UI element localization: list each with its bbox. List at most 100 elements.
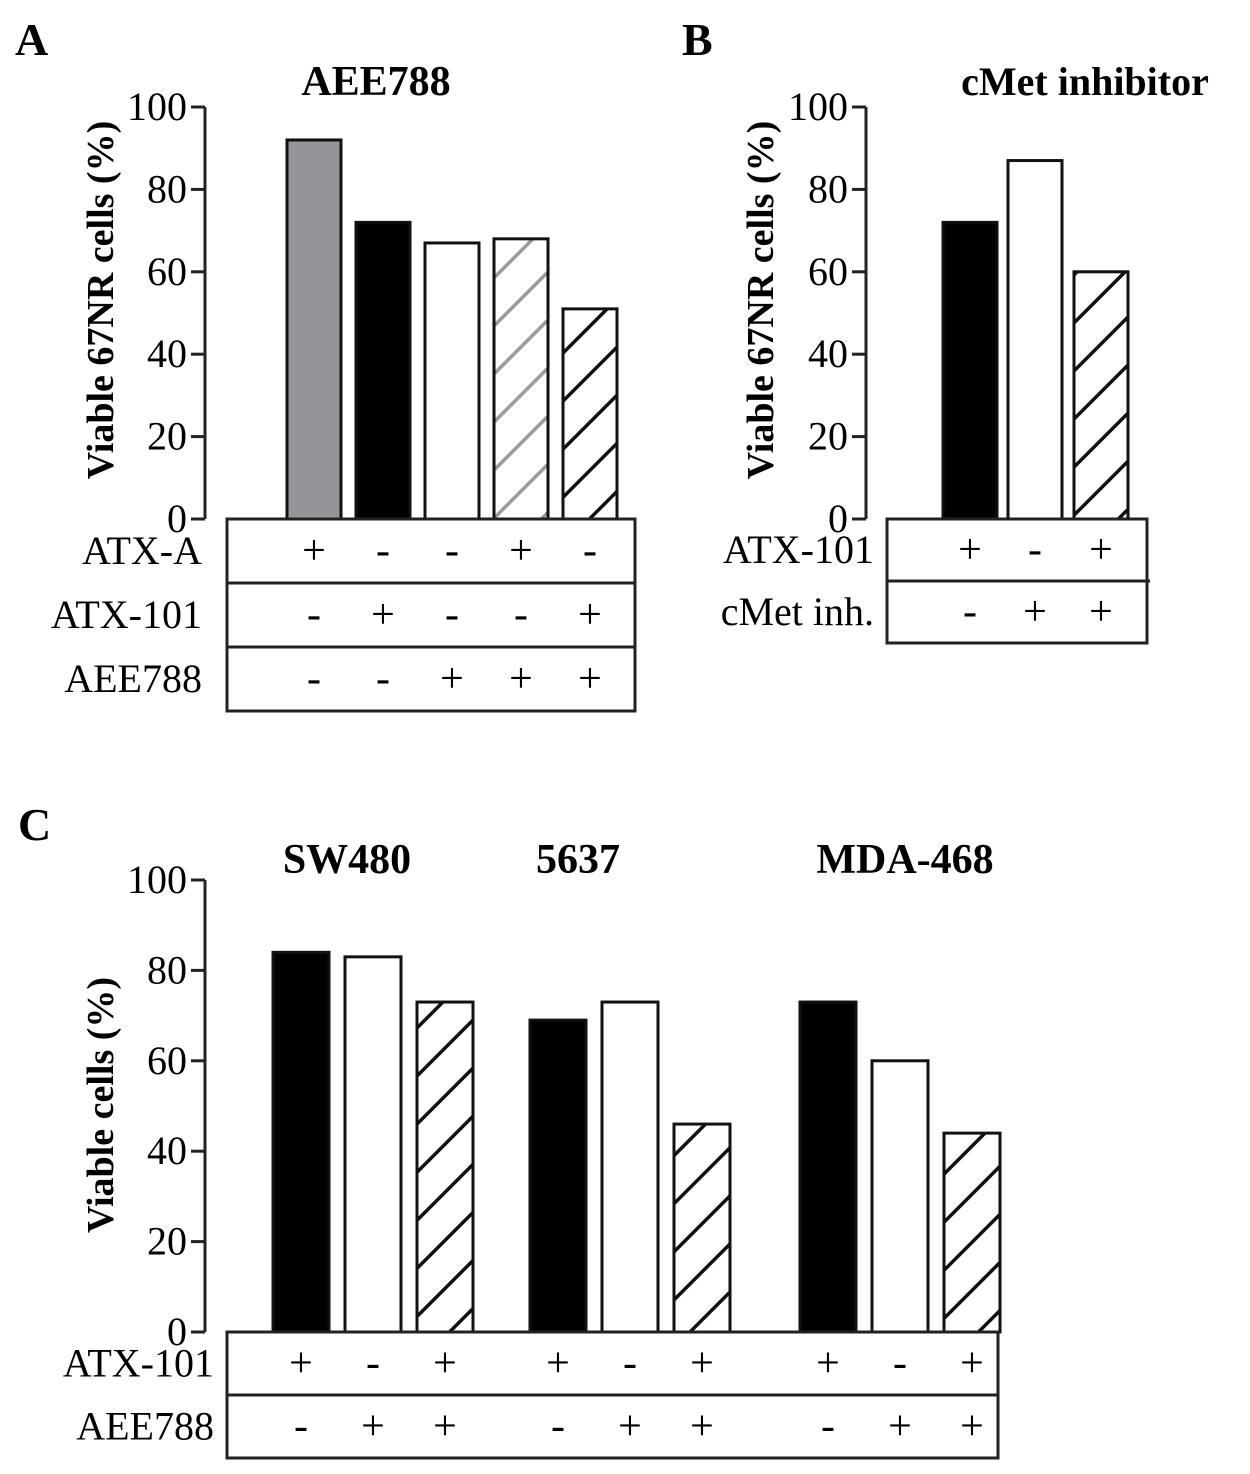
panel-a-condition-mark: -: [445, 528, 459, 574]
panel-c-group-title-2: 5637: [536, 837, 620, 883]
panel-a-condition-mark: +: [578, 592, 602, 638]
panel-a-condition-mark: +: [509, 528, 533, 574]
panel-b-y-tick-label: 100: [788, 84, 848, 129]
panel-b-condition-mark: +: [1023, 589, 1047, 635]
panel-a-ylabel: Viable 67NR cells (%): [80, 121, 122, 479]
panel-c-condition-mark: +: [816, 1341, 840, 1387]
panel-a-condition-mark: -: [583, 528, 597, 574]
panel-c-group-title-3: MDA-468: [816, 837, 993, 883]
panel-a-letter: A: [15, 14, 48, 65]
panel-b-condition-label: cMet inh.: [721, 589, 874, 634]
panel-c-bar: [528, 1018, 588, 1334]
panel-a-condition-mark: -: [376, 656, 390, 702]
panel-c-bar: [271, 950, 331, 1334]
panel-c-y-tick-label: 60: [147, 1038, 187, 1083]
panel-c-condition-mark: +: [361, 1404, 385, 1450]
panel-b-y-tick-label: 40: [808, 331, 848, 376]
panel-c-y-tick-label: 40: [147, 1128, 187, 1173]
panel-a-bar: [561, 307, 619, 521]
panel-a-condition-mark: +: [440, 656, 464, 702]
panel-c-letter: C: [18, 799, 51, 850]
panel-c-bar: [798, 1000, 858, 1334]
panel-c-condition-mark: +: [289, 1341, 313, 1387]
panel-c-condition-mark: -: [821, 1404, 835, 1450]
panel-a-plot: 0 20 40 60 80 100 ATX-A + - - + - ATX-101 - + - - + AEE788…: [51, 84, 637, 713]
panel-c: C SW480 5637 MDA-468 Viable cells (%) 0 2…: [18, 799, 1002, 1460]
panel-c-bar: [343, 955, 403, 1334]
panel-c-condition-mark: +: [960, 1404, 984, 1450]
panel-a-y-tick-label: 20: [147, 414, 187, 459]
panel-a-y-tick-label: 80: [147, 166, 187, 211]
panel-b-condition-mark: -: [1028, 527, 1042, 573]
panel-c-group-title-1: SW480: [283, 837, 411, 883]
panel-b-condition-mark: +: [1089, 589, 1113, 635]
panel-a-condition-mark: -: [445, 592, 459, 638]
panel-c-condition-mark: -: [294, 1404, 308, 1450]
panel-c-bar: [600, 1000, 660, 1334]
panel-b-condition-mark: +: [958, 527, 982, 573]
panel-a-condition-label: ATX-101: [51, 592, 202, 637]
panel-a-condition-label: ATX-A: [82, 528, 202, 573]
panel-a-condition-table: [225, 517, 637, 713]
panel-c-y-tick-label: 80: [147, 947, 187, 992]
panel-c-ylabel: Viable cells (%): [80, 977, 122, 1233]
panel-a-bar: [492, 237, 550, 521]
panel-c-condition-mark: +: [690, 1341, 714, 1387]
panel-c-condition-mark: +: [888, 1404, 912, 1450]
panel-a-condition-mark: +: [578, 656, 602, 702]
panel-a-title: AEE788: [301, 59, 450, 105]
panel-a-condition-mark: +: [371, 592, 395, 638]
panel-b-bar: [941, 220, 999, 521]
panel-a-bar: [423, 241, 481, 521]
panel-c-plot: 0 20 40 60 80 100 ATX-101 + - + + - + + - + AEE788 - + + - + +…: [63, 857, 1002, 1460]
panel-c-condition-mark: +: [960, 1341, 984, 1387]
panel-a-condition-mark: -: [376, 528, 390, 574]
panel-c-y-tick-label: 100: [127, 857, 187, 902]
panel-c-bar: [870, 1059, 930, 1334]
panel-b: B cMet inhibitor Viable 67NR cells (%) 0…: [682, 14, 1209, 645]
panel-c-condition-label: AEE788: [76, 1404, 214, 1449]
panel-a-condition-mark: -: [514, 592, 528, 638]
panel-a: A AEE788 Viable 67NR cells (%) 0 20 40 60 80…: [15, 14, 637, 713]
panel-b-condition-mark: +: [1089, 527, 1113, 573]
panel-b-bar: [1006, 159, 1064, 521]
panel-c-bar: [415, 1000, 475, 1334]
panel-b-y-tick-label: 60: [808, 249, 848, 294]
panel-c-y-tick-label: 20: [147, 1219, 187, 1264]
panel-b-title: cMet inhibitor: [961, 59, 1209, 104]
panel-c-condition-mark: -: [551, 1404, 565, 1450]
panel-b-y-tick-label: 80: [808, 166, 848, 211]
panel-a-bar: [285, 138, 343, 521]
panel-a-condition-label: AEE788: [64, 656, 202, 701]
panel-c-condition-mark: -: [366, 1341, 380, 1387]
panel-b-y-tick-label: 20: [808, 414, 848, 459]
panel-a-condition-mark: +: [302, 528, 326, 574]
panel-c-condition-mark: +: [546, 1341, 570, 1387]
panel-c-condition-label: ATX-101: [63, 1341, 214, 1386]
panel-c-condition-mark: -: [623, 1341, 637, 1387]
panel-c-condition-mark: +: [690, 1404, 714, 1450]
panel-a-condition-mark: -: [307, 656, 321, 702]
panel-c-condition-mark: +: [618, 1404, 642, 1450]
panel-a-bar: [354, 220, 412, 521]
panel-b-condition-mark: -: [963, 589, 977, 635]
panel-a-condition-mark: +: [509, 656, 533, 702]
panel-b-y-tick-label: 0: [828, 496, 848, 541]
panel-c-condition-mark: +: [433, 1404, 457, 1450]
panel-a-y-tick-label: 0: [167, 496, 187, 541]
panel-b-bar: [1072, 270, 1130, 521]
panel-c-bar: [942, 1131, 1002, 1334]
panel-a-y-tick-label: 100: [127, 84, 187, 129]
panel-c-y-tick-label: 0: [167, 1309, 187, 1354]
panel-c-bar: [672, 1122, 732, 1334]
panel-c-condition-mark: +: [433, 1341, 457, 1387]
panel-b-ylabel: Viable 67NR cells (%): [740, 121, 782, 479]
panel-c-condition-mark: -: [893, 1341, 907, 1387]
panel-b-letter: B: [682, 14, 713, 65]
panel-a-condition-mark: -: [307, 592, 321, 638]
panel-a-y-tick-label: 60: [147, 249, 187, 294]
panel-a-y-tick-label: 40: [147, 331, 187, 376]
panel-b-condition-label: ATX-101: [723, 527, 874, 572]
